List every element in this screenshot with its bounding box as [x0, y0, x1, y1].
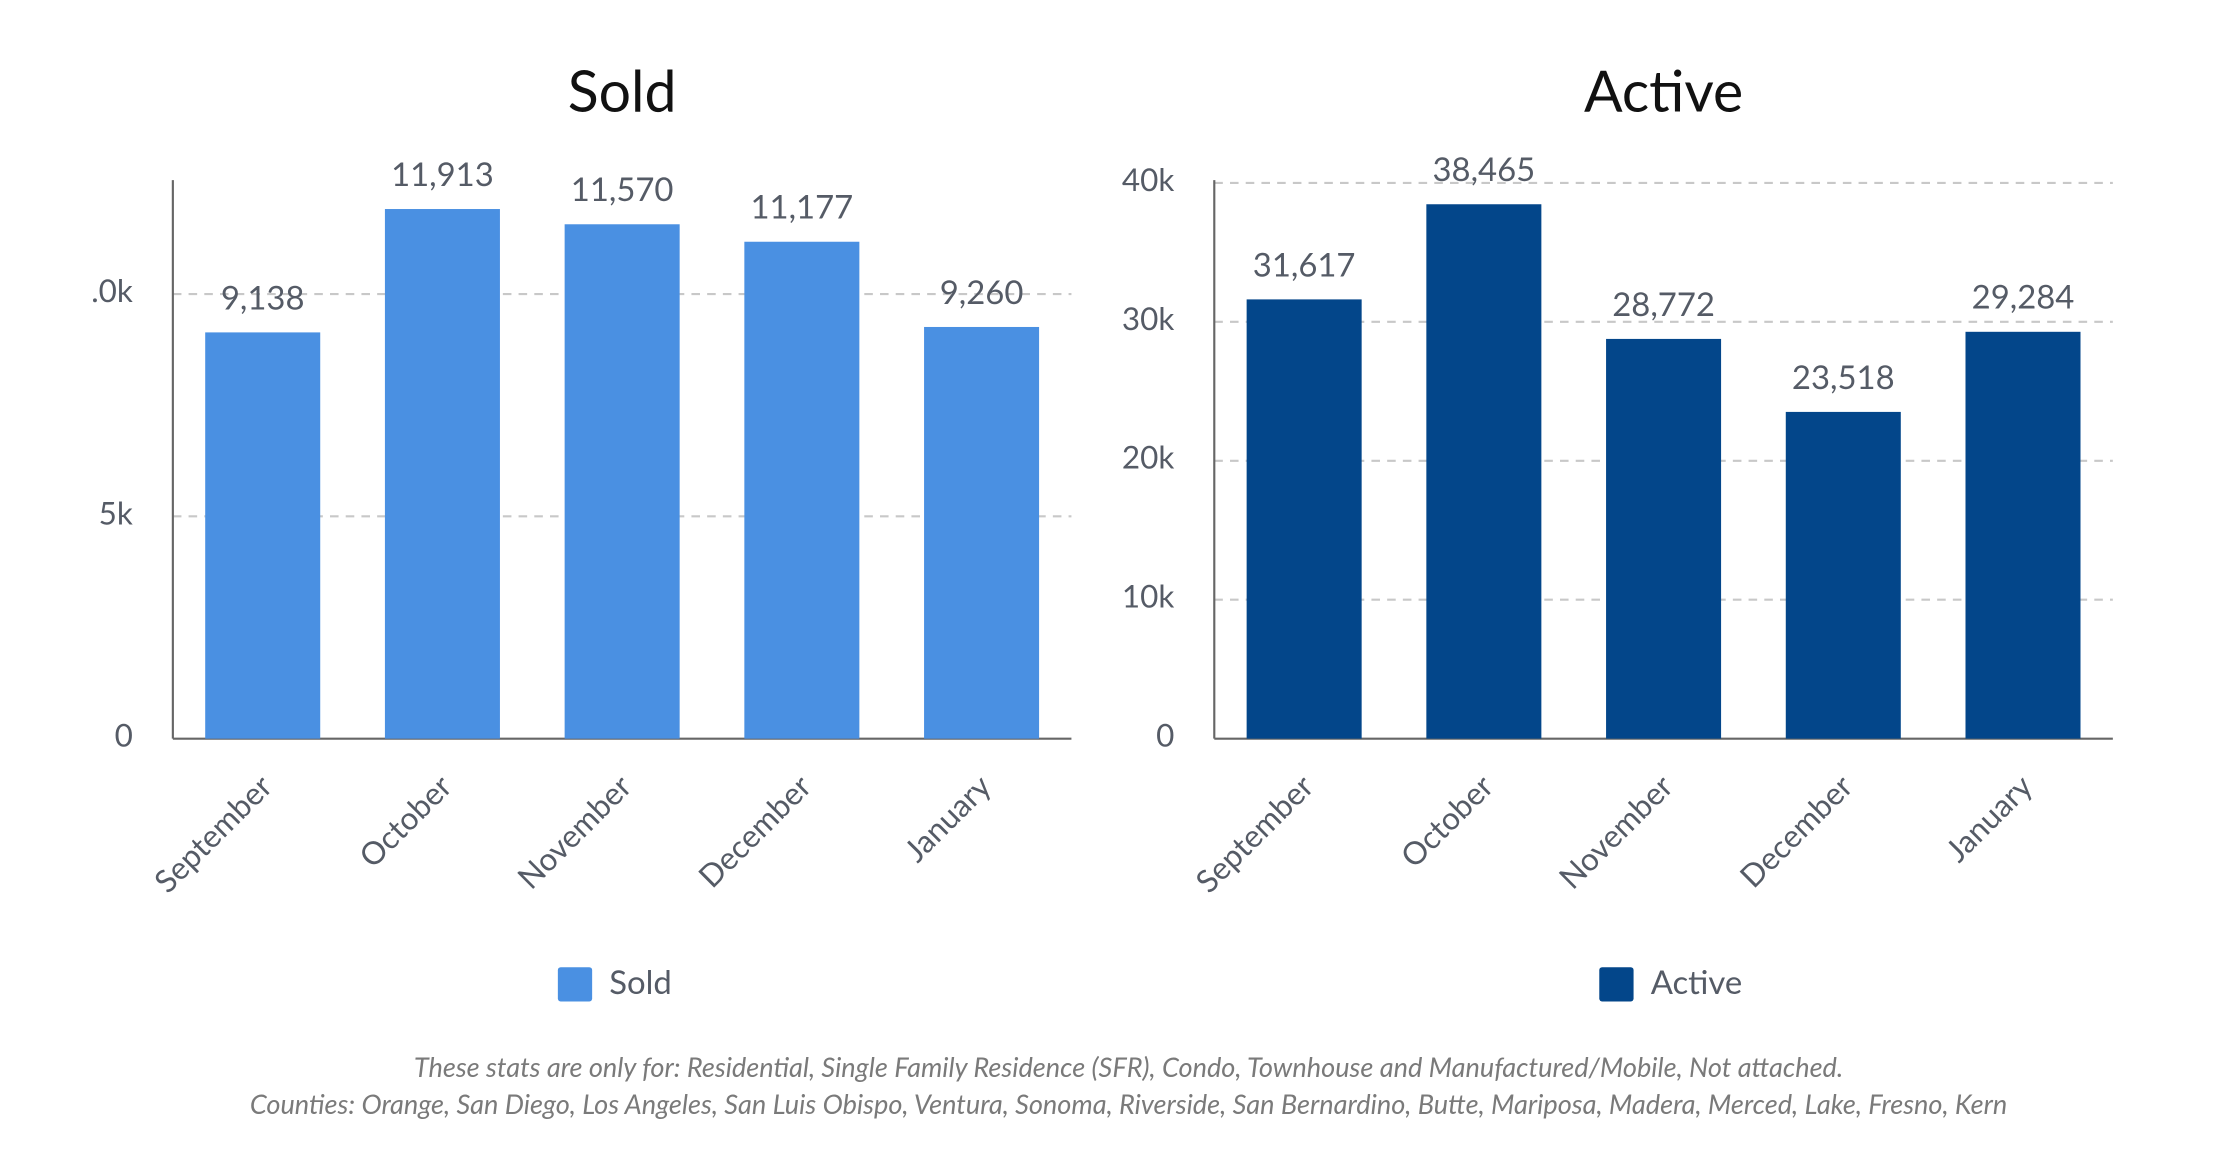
chart-title: Active [1584, 57, 1743, 125]
value-label: 11,570 [571, 169, 674, 208]
x-tick-label: January [1937, 767, 2039, 869]
legend-swatch [1599, 967, 1634, 1002]
x-tick-label: December [690, 766, 818, 894]
bar [1426, 204, 1542, 739]
bar [205, 332, 321, 739]
x-tick-label: November [1551, 766, 1681, 896]
y-tick-label: 0 [1156, 716, 1174, 754]
value-label: 38,465 [1433, 149, 1536, 188]
footnote: Counties: Orange, San Diego, Los Angeles… [250, 1087, 2007, 1120]
legend-label: Active [1651, 962, 1743, 1001]
legend-label: Sold [609, 962, 672, 1001]
value-label: 31,617 [1253, 244, 1356, 283]
chart-title: Sold [568, 57, 677, 125]
value-label: 29,284 [1972, 277, 2075, 316]
bar [1785, 411, 1901, 739]
value-label: 23,518 [1792, 357, 1895, 396]
x-tick-label: October [351, 766, 459, 874]
y-tick-label: .0k [91, 271, 133, 309]
y-tick-label: 5k [99, 493, 133, 531]
value-label: 9,138 [221, 277, 305, 316]
footnote: These stats are only for: Residential, S… [414, 1050, 1843, 1083]
y-tick-label: 0 [115, 716, 133, 754]
bar [1606, 338, 1722, 739]
bar [1246, 299, 1362, 739]
value-label: 28,772 [1612, 284, 1715, 323]
y-tick-label: 20k [1122, 438, 1174, 476]
bar [384, 209, 500, 739]
value-label: 11,913 [391, 154, 494, 193]
bar [924, 326, 1040, 739]
y-tick-label: 30k [1122, 299, 1174, 337]
x-tick-label: October [1392, 766, 1500, 874]
x-tick-label: September [146, 766, 279, 899]
x-tick-label: January [896, 767, 998, 869]
x-tick-label: December [1732, 766, 1860, 894]
y-tick-label: 40k [1122, 160, 1174, 198]
value-label: 9,260 [940, 272, 1024, 311]
bar [564, 224, 680, 739]
legend-swatch [557, 967, 593, 1002]
y-tick-label: 10k [1122, 577, 1174, 615]
bar [1965, 331, 2081, 739]
x-tick-label: September [1187, 766, 1320, 899]
x-tick-label: November [509, 766, 639, 896]
value-label: 11,177 [751, 187, 854, 226]
bar [744, 241, 860, 739]
